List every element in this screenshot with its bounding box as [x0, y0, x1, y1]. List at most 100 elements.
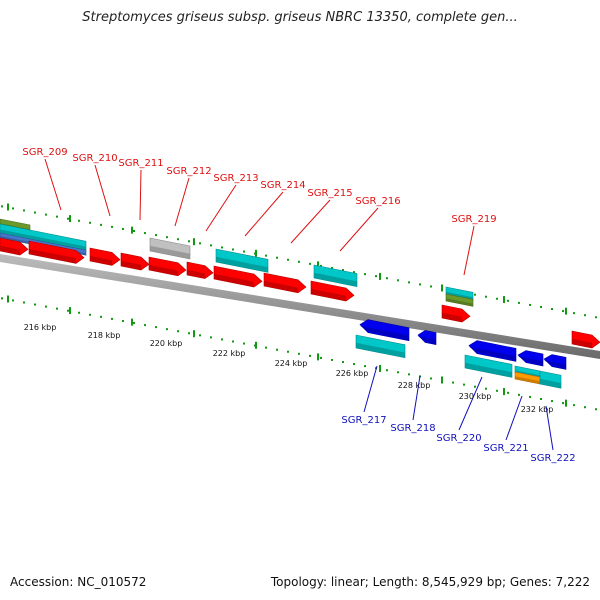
leader-line	[458, 376, 483, 431]
feature-shade	[264, 280, 298, 293]
gene-label: SGR_220	[436, 433, 481, 444]
feature-shade	[446, 298, 473, 307]
feature-shade	[442, 312, 462, 322]
feature-cds	[120, 252, 150, 271]
gene-label: SGR_215	[307, 188, 352, 199]
feature-rna	[539, 370, 562, 389]
track-dot	[276, 256, 278, 259]
track-dot	[155, 326, 157, 329]
feature-cds	[263, 272, 307, 294]
track-dot	[100, 315, 102, 318]
track-dot	[430, 285, 432, 288]
feature-reverse-cds	[517, 350, 544, 367]
track-dot	[364, 273, 366, 276]
track-dot	[551, 308, 553, 311]
track-dot	[551, 400, 553, 403]
track-dot	[144, 324, 146, 327]
track-dot	[584, 314, 586, 317]
track-dot	[100, 223, 102, 226]
gene-label: SGR_222	[530, 453, 575, 464]
feature-shade	[214, 273, 254, 287]
feature-rna	[215, 248, 269, 273]
feature-shade	[544, 360, 566, 370]
track-dot	[210, 336, 212, 339]
track-dot	[133, 322, 135, 325]
track-dot	[419, 283, 421, 286]
feature-shade	[314, 272, 357, 287]
track-dot	[12, 299, 14, 302]
leader-line	[205, 184, 237, 232]
track-dot	[573, 404, 575, 407]
track-dot	[177, 238, 179, 241]
track-dot	[320, 264, 322, 267]
scale-label: 232 kbp	[521, 405, 554, 414]
feature-shade	[515, 376, 540, 384]
leader-line	[363, 365, 378, 413]
feature-shade	[465, 362, 512, 378]
track-dot	[331, 266, 333, 269]
track-dot	[122, 227, 124, 230]
track-dot	[331, 358, 333, 361]
track-dot	[23, 301, 25, 304]
feature-reverse-cds	[417, 330, 437, 345]
track-dot	[474, 293, 476, 296]
track-dot	[353, 363, 355, 366]
track-dot	[276, 348, 278, 351]
track-dot	[320, 356, 322, 359]
feature-cds	[571, 330, 600, 349]
gene-label: SGR_210	[72, 153, 117, 164]
track-dot	[540, 397, 542, 400]
track-dot	[1, 297, 3, 300]
feature-cds	[213, 265, 263, 288]
track-dot	[507, 391, 509, 394]
feature-shade	[540, 378, 561, 389]
leader-line	[505, 395, 523, 441]
feature-layer	[0, 218, 600, 389]
track-dot	[111, 225, 113, 228]
track-dot	[529, 395, 531, 398]
track-dot	[45, 213, 47, 216]
feature-shade	[121, 260, 141, 270]
track-dot	[298, 260, 300, 263]
feature-green-strip	[445, 293, 474, 307]
scale-label: 220 kbp	[150, 339, 183, 348]
track-dot	[408, 373, 410, 376]
track-dot	[243, 250, 245, 253]
track-dot	[375, 275, 377, 278]
leader-layer	[44, 158, 554, 451]
feature-shade	[90, 255, 112, 266]
track-dot	[34, 211, 36, 214]
track-dot	[265, 346, 267, 349]
track-dot	[177, 330, 179, 333]
track-dot	[573, 312, 575, 315]
track-dot	[122, 319, 124, 322]
track-dot	[12, 207, 14, 210]
topology-text: Topology: linear; Length: 8,545,929 bp; …	[270, 575, 590, 589]
feature-cds	[148, 256, 187, 277]
backbone-layer	[0, 254, 600, 359]
track-dot	[540, 305, 542, 308]
track-dot	[67, 217, 69, 220]
feature-rna	[355, 334, 406, 359]
track-dot	[78, 311, 80, 314]
track-dot	[309, 262, 311, 265]
feature-rna	[313, 264, 358, 287]
track-dot	[144, 232, 146, 235]
track-dot	[166, 328, 168, 331]
track-dot	[386, 277, 388, 280]
lower-track	[1, 295, 597, 411]
gene-label: SGR_211	[118, 158, 163, 169]
feature-shade	[572, 338, 592, 348]
leader-line	[463, 225, 475, 276]
gene-label: SGR_209	[22, 147, 67, 158]
feature-cds	[89, 247, 121, 266]
track-dot	[595, 316, 597, 319]
feature-cds	[310, 280, 355, 302]
track-dot	[562, 402, 564, 405]
feature-cds	[0, 237, 29, 256]
track-dot	[584, 406, 586, 409]
track-dot	[67, 309, 69, 312]
feature-cds	[28, 240, 85, 264]
track-dot	[188, 240, 190, 243]
feature-shade	[216, 256, 268, 273]
